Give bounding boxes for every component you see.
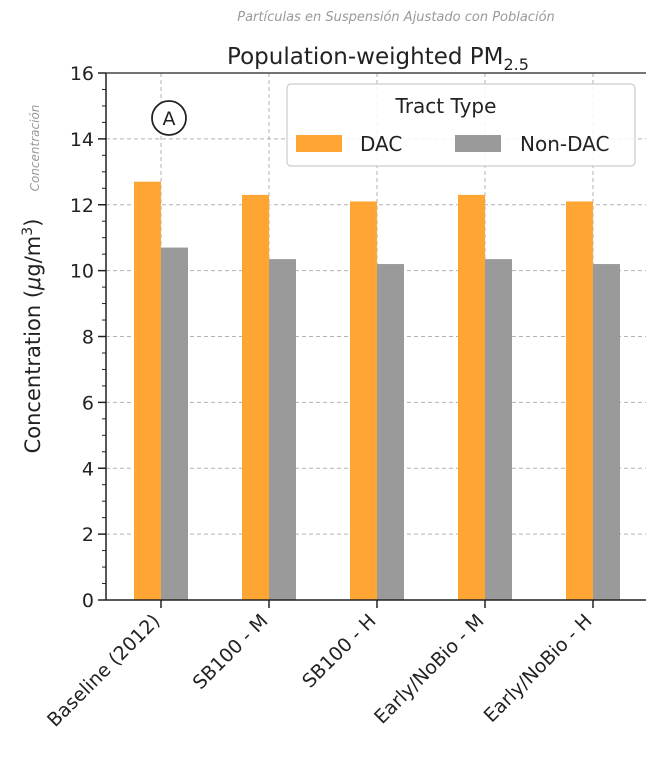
x-axis-ticks: Baseline (2012) SB100 - M SB100 - HEarly/N… — [43, 600, 597, 731]
y-tick-label-6: 12 — [70, 195, 94, 217]
chart-title-subscript: 2.5 — [504, 55, 529, 74]
panel-marker: A — [151, 100, 187, 136]
y-axis-label-prefix: Concentration ( — [21, 290, 45, 453]
panel-marker-circle — [151, 100, 187, 136]
y-tick-label-0: 0 — [82, 590, 94, 612]
y-axis-ticks: 0 2 4 6 8 10 12 14 16 — [70, 63, 106, 612]
bar-dac-1 — [242, 194, 269, 600]
bar-non-dac-1 — [269, 259, 296, 600]
legend-swatch-dac — [296, 135, 342, 152]
x-tick-label-2: SB100 - H — [298, 610, 380, 692]
legend-label-non-dac: Non-DAC — [520, 132, 609, 156]
legend-frame — [286, 83, 636, 167]
bars — [134, 181, 620, 601]
y-tick-label-4: 8 — [82, 327, 94, 349]
annotation-top-note: Partículas en Suspensión Ajustado con Po… — [237, 10, 555, 25]
y-axis-label-unit: g/m — [21, 236, 45, 277]
chart-title: Population-weighted PM2.5 — [227, 44, 529, 74]
bar-non-dac-0 — [161, 247, 188, 600]
y-tick-label-3: 6 — [82, 392, 94, 414]
y-axis-label-suffix: ) — [21, 219, 45, 227]
x-tick-label-1: SB100 - M — [189, 610, 273, 694]
bar-non-dac-4 — [593, 264, 620, 600]
chart-title-main: Population-weighted PM — [227, 44, 503, 70]
y-tick-label-1: 2 — [82, 524, 94, 546]
panel-marker-label: A — [163, 108, 176, 130]
legend-title: Tract Type — [395, 94, 497, 118]
bar-dac-0 — [134, 181, 161, 600]
x-tick-label-3: Early/NoBio - M — [370, 610, 488, 728]
y-axis-label: Concentration (μg/m3) — [20, 219, 45, 454]
annotation-side-note: Concentración — [28, 105, 42, 192]
legend-label-dac: DAC — [360, 132, 402, 156]
legend-swatch-non-dac — [455, 135, 501, 152]
y-tick-label-7: 14 — [70, 129, 94, 151]
bar-non-dac-2 — [377, 264, 404, 600]
y-tick-label-2: 4 — [82, 458, 94, 480]
legend: Tract Type DAC Non-DAC — [286, 83, 636, 167]
bar-non-dac-3 — [485, 259, 512, 600]
y-axis-label-superscript: 3 — [20, 227, 36, 236]
bar-dac-4 — [566, 201, 593, 601]
y-tick-label-8: 16 — [70, 63, 94, 85]
x-tick-label-4: Early/NoBio - H — [480, 610, 597, 727]
bar-dac-2 — [350, 201, 377, 601]
y-tick-label-5: 10 — [70, 261, 94, 283]
y-axis-label-mu: μ — [21, 277, 45, 291]
x-tick-label-0: Baseline (2012) — [43, 610, 164, 731]
bar-dac-3 — [458, 194, 485, 600]
